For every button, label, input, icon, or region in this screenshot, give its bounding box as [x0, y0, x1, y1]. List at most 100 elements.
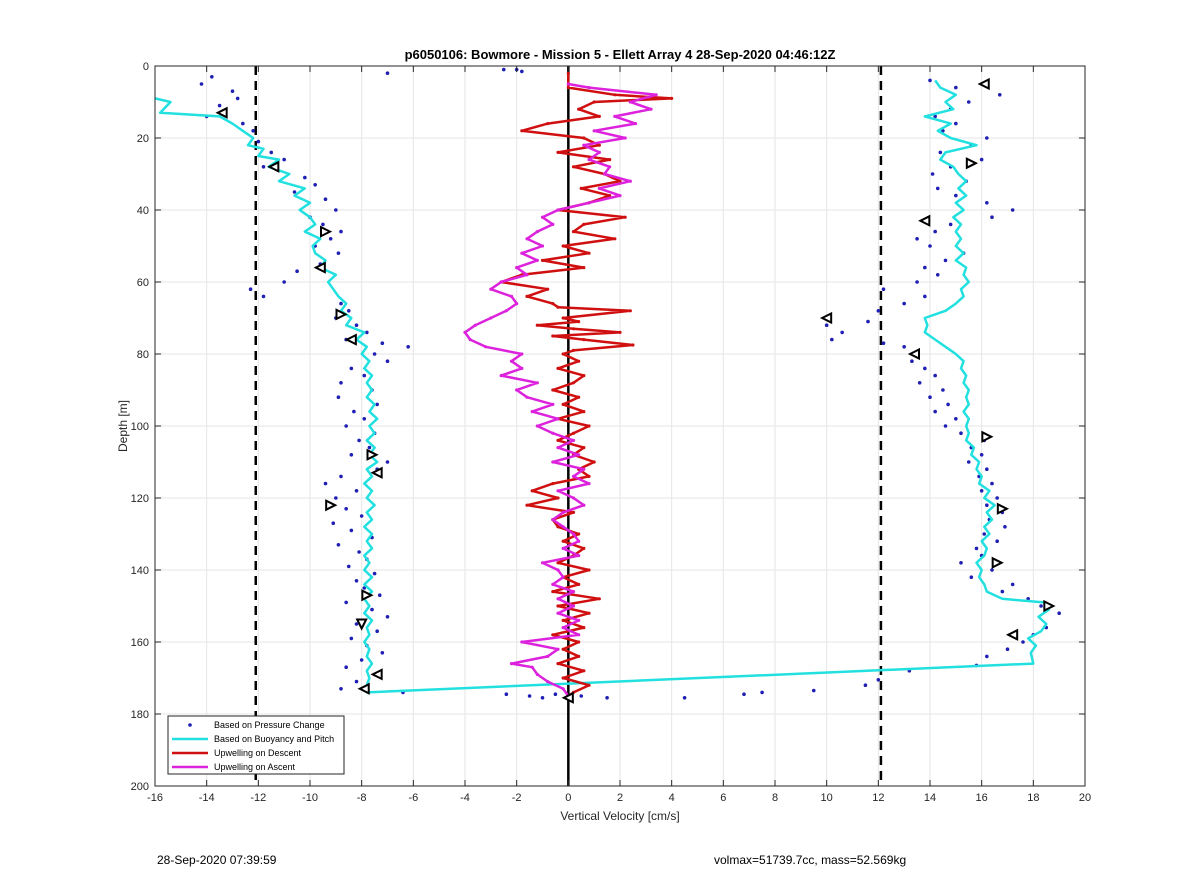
pressure-change-point	[313, 183, 317, 187]
pressure-change-point	[946, 402, 950, 407]
pressure-change-point	[933, 114, 937, 119]
upwelling-on-ascent-point	[556, 489, 560, 493]
upwelling-on-descent-point	[577, 532, 581, 536]
x-tick-label: 12	[872, 792, 884, 804]
upwelling-on-descent-point	[582, 669, 586, 673]
upwelling-on-ascent-point	[520, 640, 524, 644]
upwelling-on-ascent-point	[525, 273, 529, 277]
x-tick-label: 14	[924, 792, 936, 804]
upwelling-on-descent-point	[577, 395, 581, 399]
upwelling-on-descent-point	[551, 590, 555, 594]
pressure-change-point	[385, 460, 390, 464]
upwelling-on-descent-point	[540, 258, 545, 262]
x-tick-label: 0	[565, 792, 571, 804]
pressure-change-point	[824, 323, 829, 328]
x-tick-label: -12	[250, 792, 266, 804]
x-tick-label: 8	[772, 792, 778, 804]
pressure-change-point	[1010, 582, 1015, 587]
upwelling-on-descent-point	[613, 93, 617, 97]
pressure-change-point	[742, 692, 746, 696]
pressure-change-point	[354, 622, 359, 626]
upwelling-on-ascent-point	[468, 338, 472, 342]
upwelling-on-ascent-point	[597, 150, 601, 154]
y-tick-label: 40	[137, 205, 149, 217]
pressure-change-point	[1026, 597, 1030, 601]
pressure-change-point	[501, 67, 506, 72]
upwelling-on-ascent-point	[535, 230, 539, 234]
upwelling-on-descent-point	[577, 640, 581, 644]
dive-marker-triangle-left	[370, 668, 383, 681]
upwelling-on-descent-point	[535, 323, 539, 327]
dive-marker-triangle-left	[819, 311, 833, 325]
pressure-change-point	[990, 481, 994, 486]
upwelling-on-ascent-point	[571, 590, 576, 594]
upwelling-on-ascent-point	[520, 251, 524, 255]
pressure-change-point	[375, 629, 379, 633]
pressure-change-point	[349, 453, 354, 457]
footer-specs: volmax=51739.7cc, mass=52.569kg	[714, 853, 907, 867]
pressure-change-point	[1005, 647, 1010, 651]
upwelling-on-descent-point	[587, 683, 591, 687]
legend-label: Based on Buoyancy and Pitch	[214, 734, 334, 744]
upwelling-on-ascent-line	[463, 82, 658, 697]
dive-marker-triangle-right	[981, 430, 994, 443]
pressure-change-point	[997, 93, 1002, 97]
upwelling-on-ascent-point	[577, 633, 581, 637]
upwelling-on-ascent-point	[551, 431, 555, 435]
upwelling-on-descent-point	[571, 348, 576, 352]
pressure-change-point	[923, 366, 927, 371]
upwelling-on-descent-point	[582, 410, 586, 414]
dive-marker-triangle-left	[1005, 628, 1019, 641]
upwelling-on-ascent-point	[561, 575, 565, 579]
dive-marker-triangle-right	[366, 448, 379, 461]
upwelling-on-ascent-point	[556, 208, 560, 212]
upwelling-on-descent-point	[618, 330, 622, 334]
upwelling-on-descent-point	[597, 114, 601, 118]
upwelling-on-descent-point	[608, 158, 612, 162]
upwelling-on-descent-point	[582, 266, 586, 270]
pressure-change-point	[385, 71, 390, 75]
pressure-change-point	[881, 341, 886, 346]
upwelling-on-descent-point	[561, 402, 565, 406]
pressure-change-point	[520, 69, 524, 74]
upwelling-on-ascent-point	[520, 352, 524, 356]
pressure-change-point	[974, 546, 979, 551]
upwelling-on-descent-line	[499, 73, 673, 698]
x-tick-label: -14	[199, 792, 215, 804]
pressure-change-point	[354, 489, 359, 493]
upwelling-on-ascent-point	[499, 374, 503, 378]
upwelling-on-descent-point	[618, 179, 622, 183]
upwelling-on-ascent-point	[535, 381, 539, 385]
pressure-change-point	[339, 229, 343, 234]
upwelling-on-ascent-point	[571, 474, 576, 478]
x-tick-label: 10	[821, 792, 833, 804]
pressure-change-point	[933, 229, 937, 234]
pressure-change-point	[199, 82, 204, 86]
upwelling-on-descent-point	[670, 96, 674, 100]
x-tick-label: 6	[720, 792, 726, 804]
pressure-change-point	[923, 294, 927, 299]
footer-timestamp: 28-Sep-2020 07:39:59	[157, 853, 277, 867]
upwelling-on-ascent-point	[515, 266, 519, 270]
pressure-change-point	[876, 309, 881, 313]
upwelling-on-ascent-point	[587, 201, 591, 205]
pressure-change-point	[1000, 589, 1005, 594]
pressure-change-point	[367, 445, 372, 450]
pressure-change-point	[990, 568, 994, 572]
upwelling-on-ascent-point	[515, 302, 519, 306]
upwelling-on-ascent-point	[484, 345, 488, 349]
upwelling-on-ascent-point	[551, 582, 555, 587]
upwelling-on-ascent-point	[561, 546, 565, 551]
legend: Based on Pressure Change Based on Buoyanc…	[167, 715, 345, 775]
axis-ticks: -16 -14 -12 -10 -8 -6 -4 -2 0 2 4 6 8 10 12 14 16 18 20020…	[131, 61, 1091, 804]
upwelling-on-descent-point	[546, 287, 550, 291]
upwelling-on-ascent-point	[540, 244, 545, 248]
upwelling-on-descent-point	[556, 150, 560, 154]
upwelling-on-descent-point	[551, 482, 555, 486]
pressure-change-point	[336, 543, 341, 547]
legend-swatch	[188, 723, 192, 727]
pressure-change-point	[540, 696, 545, 700]
upwelling-on-ascent-point	[473, 323, 477, 327]
pressure-change-point	[372, 352, 377, 356]
pressure-change-point	[935, 273, 940, 277]
